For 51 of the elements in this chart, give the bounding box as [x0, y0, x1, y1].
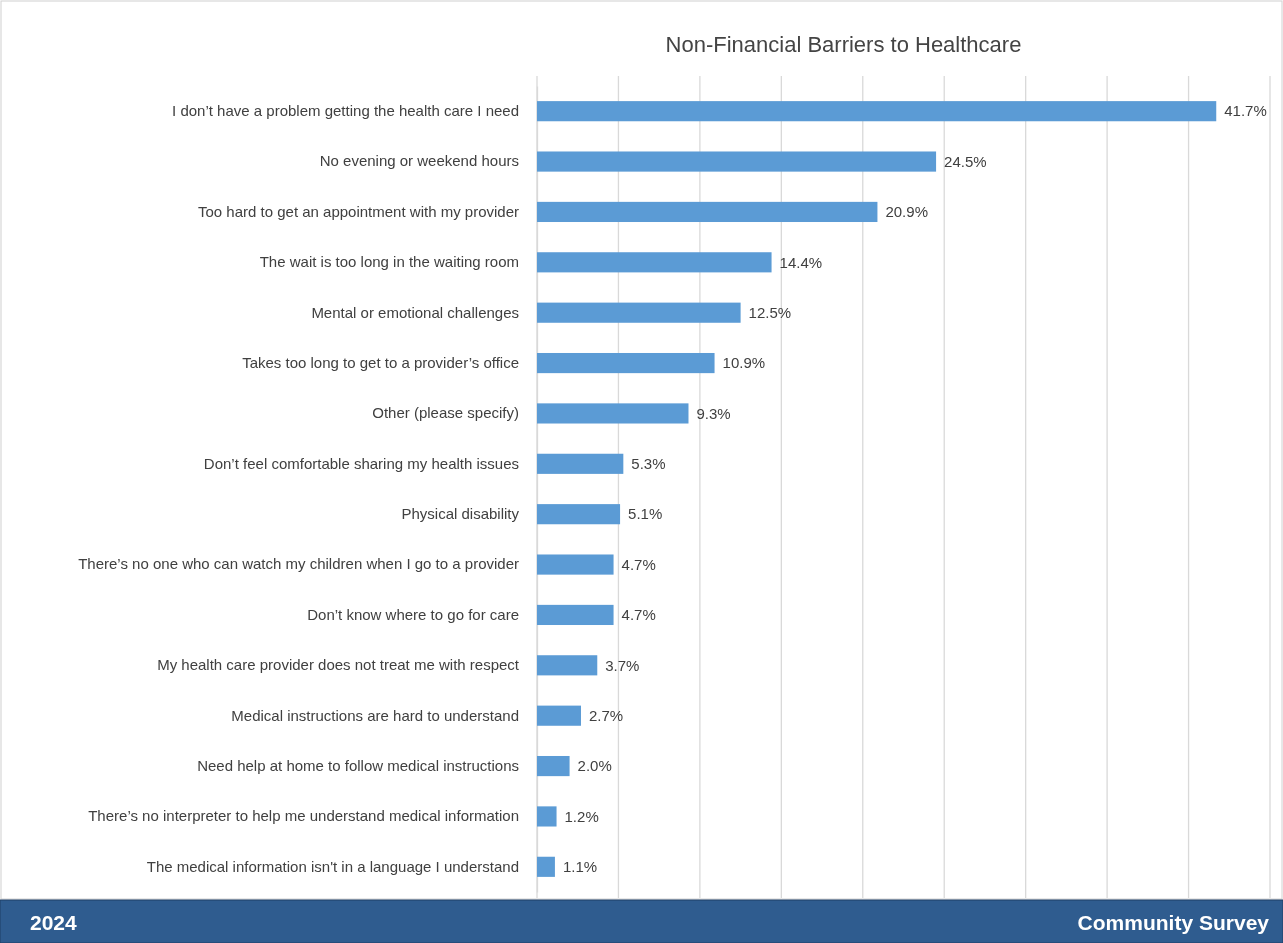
data-label: 3.7%: [605, 656, 640, 674]
y-tick-label: No evening or weekend hours: [319, 152, 519, 170]
y-tick-label: Medical instructions are hard to understand: [231, 706, 519, 724]
y-tick-label: My health care provider does not treat me with respect: [157, 656, 520, 674]
y-tick-label: The wait is too long in the waiting room: [259, 253, 519, 271]
data-label: 41.7%: [1224, 102, 1267, 120]
bar: [537, 302, 741, 323]
data-label: 2.7%: [588, 706, 624, 724]
bar: [537, 655, 598, 676]
bar: [537, 604, 614, 626]
text: Community Survey: [1077, 911, 1270, 934]
data-label: 10.9%: [722, 354, 766, 372]
y-tick-label: Don’t know where to go for care: [307, 605, 519, 623]
y-tick-label: There’s no one who can watch my children when I go to a provider: [78, 555, 519, 573]
y-tick-label: Takes too long to get to a provider’s office: [242, 353, 519, 371]
data-label: 5.1%: [628, 505, 663, 523]
data-label: 9.3%: [696, 404, 731, 422]
bar: [537, 806, 557, 827]
bar: [537, 403, 689, 424]
data-label: 4.7%: [621, 555, 656, 573]
bar: [537, 856, 555, 877]
data-label: 12.5%: [748, 303, 792, 321]
bar: [537, 705, 581, 726]
data-label: 14.4%: [779, 253, 823, 271]
bar: [537, 504, 621, 525]
bar: [537, 352, 715, 374]
y-tick-label: The medical information isn't in a language I understand: [146, 857, 519, 875]
chart-title: Non-Financial Barriers to Healthcare: [665, 32, 1022, 57]
data-label: 1.1%: [562, 858, 598, 876]
y-tick-label: Too hard to get an appointment with my provider: [197, 202, 519, 220]
y-tick-label: Need help at home to follow medical instructions: [197, 756, 519, 774]
data-label: 20.9%: [885, 203, 928, 221]
bar: [537, 554, 614, 575]
bar: [537, 201, 878, 223]
bar: [537, 755, 570, 777]
bar: [537, 151, 937, 172]
y-tick-label: Other (please specify): [372, 404, 519, 422]
y-tick-label: Mental or emotional challenges: [311, 303, 519, 321]
y-tick-label: Physical disability: [401, 504, 520, 522]
y-tick-label: I don’t have a problem getting the health care I need: [172, 101, 519, 119]
text: 2024: [30, 911, 78, 934]
data-label: 24.5%: [944, 152, 987, 170]
bar: [537, 252, 772, 273]
data-label: 4.7%: [621, 606, 656, 624]
bar: [537, 453, 624, 474]
y-tick-label: There’s no interpreter to help me understand medical information: [88, 807, 519, 825]
data-label: 2.0%: [577, 757, 612, 775]
bar: [537, 101, 1217, 122]
y-tick-label: Don’t feel comfortable sharing my health issues: [203, 454, 519, 472]
data-label: 5.3%: [631, 455, 666, 473]
data-label: 1.2%: [564, 807, 599, 825]
